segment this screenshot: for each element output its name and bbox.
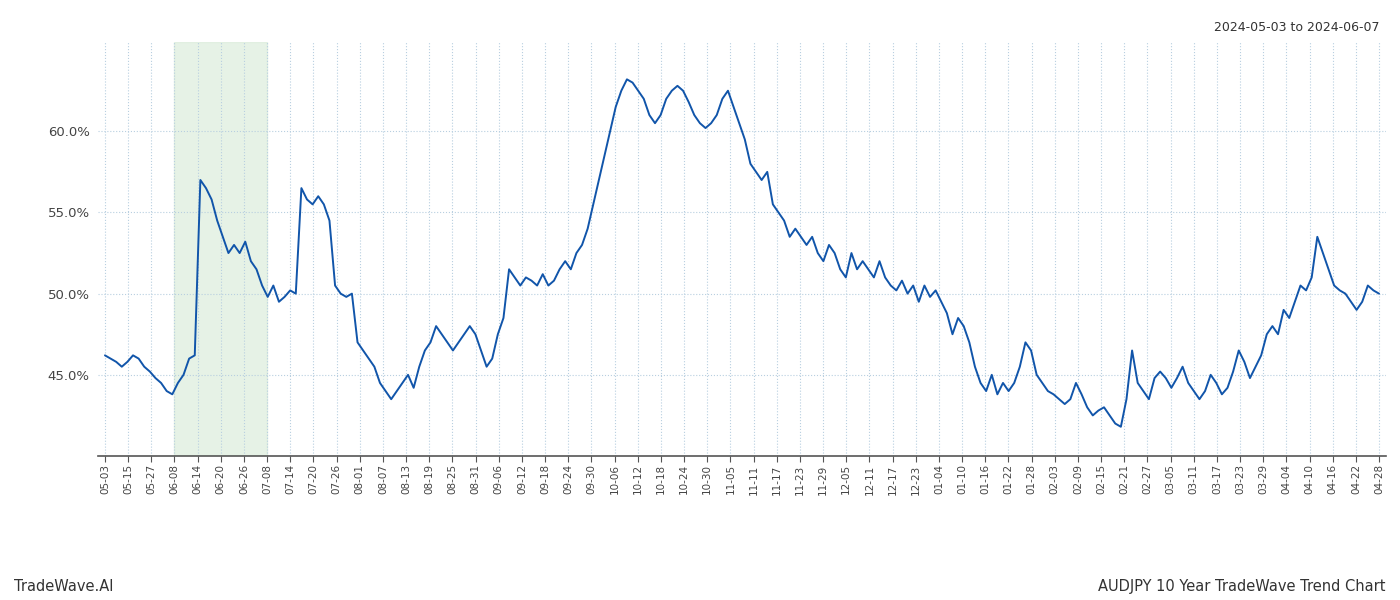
Bar xyxy=(175,42,267,456)
Text: 2024-05-03 to 2024-06-07: 2024-05-03 to 2024-06-07 xyxy=(1214,21,1379,34)
Text: TradeWave.AI: TradeWave.AI xyxy=(14,579,113,594)
Text: AUDJPY 10 Year TradeWave Trend Chart: AUDJPY 10 Year TradeWave Trend Chart xyxy=(1099,579,1386,594)
